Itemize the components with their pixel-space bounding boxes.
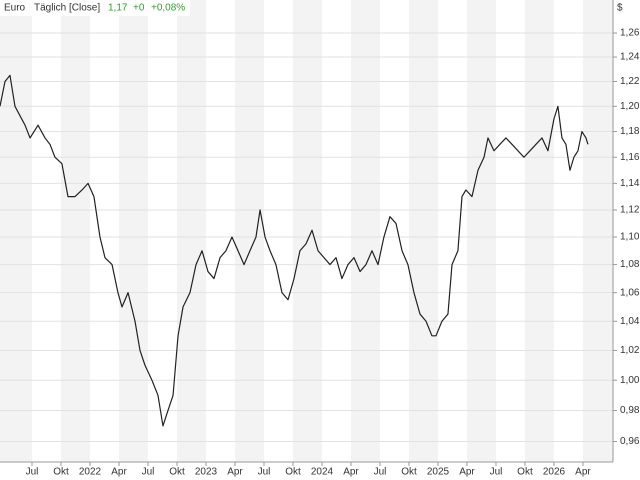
- x-tick-label: Jul: [26, 467, 39, 478]
- band: [408, 0, 438, 462]
- last-value: 1,17: [108, 3, 128, 14]
- price-line: [0, 74, 589, 427]
- x-tick-label: 2024: [311, 467, 334, 478]
- change: +0: [133, 3, 145, 14]
- x-tick-label: Okt: [53, 467, 69, 478]
- x-tick-label: 2025: [427, 467, 450, 478]
- x-tick-label: Apr: [575, 467, 591, 478]
- y-tick-label: 1,02: [620, 345, 640, 356]
- band: [379, 0, 409, 462]
- x-tick-label: Jul: [258, 467, 271, 478]
- band: [553, 0, 583, 462]
- chart-subtitle: Täglich [Close]: [34, 3, 100, 14]
- y-tick-label: 1,18: [620, 126, 640, 137]
- x-tick-label: 2022: [79, 467, 102, 478]
- currency: $: [617, 3, 623, 14]
- band: [205, 0, 235, 462]
- y-tick-label: 0,96: [620, 436, 640, 447]
- x-tick-label: Okt: [285, 467, 301, 478]
- x-tick-label: Okt: [517, 467, 533, 478]
- band: [0, 0, 33, 462]
- x-tick-label: Okt: [169, 467, 185, 478]
- band: [263, 0, 293, 462]
- grid: [0, 32, 617, 466]
- band: [119, 0, 149, 462]
- y-tick-label: 1,04: [620, 316, 640, 327]
- plot: [0, 74, 589, 427]
- y-tick-label: 1,10: [620, 232, 640, 243]
- header-bg: [0, 0, 190, 16]
- change-pct: +0,08%: [151, 3, 185, 14]
- x-tick-label: Jul: [490, 467, 503, 478]
- band: [176, 0, 206, 462]
- band: [350, 0, 380, 462]
- y-tick-label: 1,06: [620, 287, 640, 298]
- band: [466, 0, 496, 462]
- band: [32, 0, 62, 462]
- band: [234, 0, 264, 462]
- y-tick-label: 1,12: [620, 205, 640, 216]
- y-tick-label: 1,08: [620, 259, 640, 270]
- band: [495, 0, 525, 462]
- y-tick-label: 1,00: [620, 375, 640, 386]
- x-tick-label: Okt: [401, 467, 417, 478]
- x-tick-label: 2026: [543, 467, 566, 478]
- y-tick-label: 1,26: [620, 28, 640, 39]
- y-tick-label: 1,20: [620, 101, 640, 112]
- chart-title: Euro: [4, 3, 26, 14]
- labels: 0,96 0,98 1,00 1,02 1,04 1,06 1,08 1,10 1,12 1,14…: [26, 28, 640, 478]
- y-tick-label: 1,24: [620, 52, 640, 63]
- x-tick-label: Apr: [343, 467, 359, 478]
- band: [582, 0, 613, 462]
- band: [292, 0, 322, 462]
- band: [61, 0, 91, 462]
- x-tick-label: Jul: [374, 467, 387, 478]
- x-tick-label: 2023: [195, 467, 218, 478]
- x-tick-label: Apr: [227, 467, 243, 478]
- y-tick-label: 0,98: [620, 405, 640, 416]
- band: [437, 0, 467, 462]
- band: [321, 0, 351, 462]
- x-tick-label: Apr: [459, 467, 475, 478]
- y-tick-label: 1,14: [620, 178, 640, 189]
- x-tick-label: Apr: [111, 467, 127, 478]
- bands: [0, 0, 613, 462]
- x-tick-label: Jul: [142, 467, 155, 478]
- band: [524, 0, 554, 462]
- y-tick-label: 1,22: [620, 76, 640, 87]
- y-tick-label: 1,16: [620, 152, 640, 163]
- band: [90, 0, 120, 462]
- band: [148, 0, 177, 462]
